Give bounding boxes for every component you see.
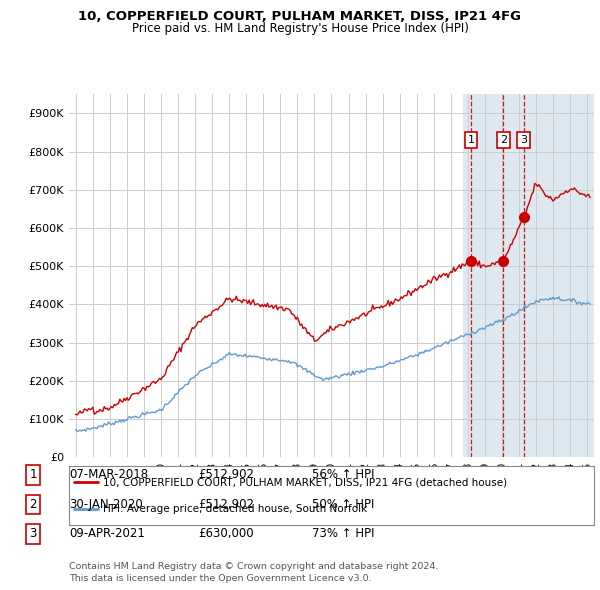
Text: 07-MAR-2018: 07-MAR-2018: [69, 468, 148, 481]
Text: 09-APR-2021: 09-APR-2021: [69, 527, 145, 540]
Text: 30-JAN-2020: 30-JAN-2020: [69, 498, 143, 511]
Text: 3: 3: [520, 135, 527, 145]
Text: £630,000: £630,000: [198, 527, 254, 540]
Bar: [463, 94, 594, 457]
Text: £512,902: £512,902: [198, 498, 254, 511]
Text: 3: 3: [29, 527, 37, 540]
Text: 2: 2: [29, 498, 37, 511]
Text: 1: 1: [29, 468, 37, 481]
Text: Price paid vs. HM Land Registry's House Price Index (HPI): Price paid vs. HM Land Registry's House …: [131, 22, 469, 35]
Text: 73% ↑ HPI: 73% ↑ HPI: [312, 527, 374, 540]
Text: 50% ↑ HPI: 50% ↑ HPI: [312, 498, 374, 511]
Text: This data is licensed under the Open Government Licence v3.0.: This data is licensed under the Open Gov…: [69, 574, 371, 583]
Text: £512,902: £512,902: [198, 468, 254, 481]
Text: HPI: Average price, detached house, South Norfolk: HPI: Average price, detached house, Sout…: [103, 504, 367, 514]
Text: 10, COPPERFIELD COURT, PULHAM MARKET, DISS, IP21 4FG (detached house): 10, COPPERFIELD COURT, PULHAM MARKET, DI…: [103, 477, 507, 487]
Text: 1: 1: [467, 135, 475, 145]
Text: 56% ↑ HPI: 56% ↑ HPI: [312, 468, 374, 481]
Text: 2: 2: [500, 135, 507, 145]
Text: Contains HM Land Registry data © Crown copyright and database right 2024.: Contains HM Land Registry data © Crown c…: [69, 562, 439, 571]
Text: 10, COPPERFIELD COURT, PULHAM MARKET, DISS, IP21 4FG: 10, COPPERFIELD COURT, PULHAM MARKET, DI…: [79, 10, 521, 23]
